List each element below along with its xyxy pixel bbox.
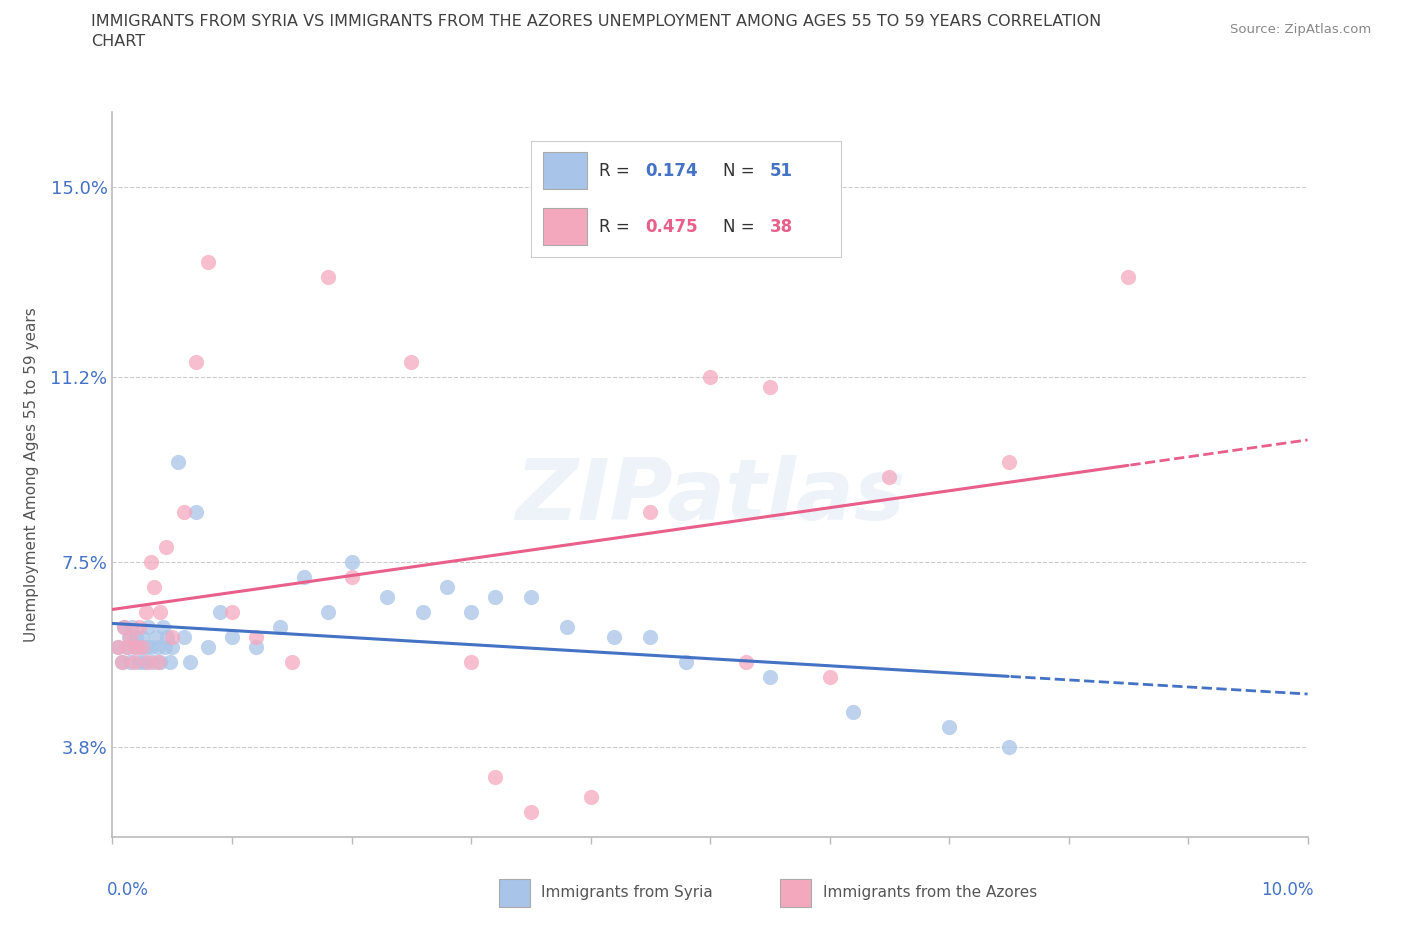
Point [125,630,148,644]
Point [269,619,291,634]
Point [938,720,960,735]
Point [292,569,315,584]
Point [156,630,179,644]
Point [197,254,219,269]
Point [131,640,153,655]
Point [998,739,1021,754]
Point [162,640,183,655]
Point [735,655,758,670]
Point [153,640,176,655]
Point [603,630,626,644]
Point [111,655,134,670]
Point [1118,270,1140,285]
Point [135,640,157,655]
Point [221,604,243,619]
Point [460,655,482,670]
Point [245,640,267,655]
Text: Source: ZipAtlas.com: Source: ZipAtlas.com [1230,23,1371,36]
Point [146,655,169,670]
Point [179,655,201,670]
Text: CHART: CHART [91,34,145,49]
Point [162,630,183,644]
Point [484,769,506,784]
Point [159,655,181,670]
Point [412,604,434,619]
Point [146,640,169,655]
Point [132,655,155,670]
Point [107,640,129,655]
Point [759,379,782,394]
Point [436,579,458,594]
Point [139,554,162,569]
Point [167,455,190,470]
Point [121,619,143,634]
Point [640,630,662,644]
Point [842,705,865,720]
Point [131,630,153,644]
Point [197,640,219,655]
Point [401,354,423,369]
Point [221,630,243,644]
Point [173,630,195,644]
Point [998,455,1021,470]
Text: Immigrants from Syria: Immigrants from Syria [541,885,713,900]
Text: 10.0%: 10.0% [1261,881,1313,898]
Text: 0.0%: 0.0% [107,881,149,898]
Point [149,604,172,619]
Point [377,590,399,604]
Point [120,630,142,644]
Point [139,640,162,655]
Point [128,619,150,634]
Point [145,630,167,644]
Text: Immigrants from the Azores: Immigrants from the Azores [823,885,1036,900]
Point [640,504,662,519]
Point [149,655,172,670]
Point [122,640,145,655]
Point [155,539,177,554]
Point [520,590,543,604]
Text: IMMIGRANTS FROM SYRIA VS IMMIGRANTS FROM THE AZORES UNEMPLOYMENT AMONG AGES 55 T: IMMIGRANTS FROM SYRIA VS IMMIGRANTS FROM… [91,14,1102,29]
Point [115,640,138,655]
Point [135,604,157,619]
Point [460,604,482,619]
Point [138,655,160,670]
Point [143,579,166,594]
Point [316,604,339,619]
Point [173,504,195,519]
Text: ZIPatlas: ZIPatlas [515,455,905,538]
Point [120,655,142,670]
Point [209,604,232,619]
Point [340,554,363,569]
Point [114,619,135,634]
Point [759,670,782,684]
Point [142,655,165,670]
Point [818,670,841,684]
Point [281,655,304,670]
Point [128,655,150,670]
Point [699,369,721,384]
Point [186,354,208,369]
Point [186,504,208,519]
Point [340,569,363,584]
Point [125,640,148,655]
Point [879,470,901,485]
Point [114,619,135,634]
Point [138,619,160,634]
Point [118,630,141,644]
Point [115,640,138,655]
Point [316,270,339,285]
Point [520,804,543,819]
Point [129,640,152,655]
Point [111,655,134,670]
Y-axis label: Unemployment Among Ages 55 to 59 years: Unemployment Among Ages 55 to 59 years [24,307,39,642]
Point [122,655,145,670]
Point [152,619,174,634]
Point [579,790,602,804]
Point [245,630,267,644]
Point [484,590,506,604]
Point [555,619,578,634]
Point [675,655,697,670]
Point [107,640,129,655]
